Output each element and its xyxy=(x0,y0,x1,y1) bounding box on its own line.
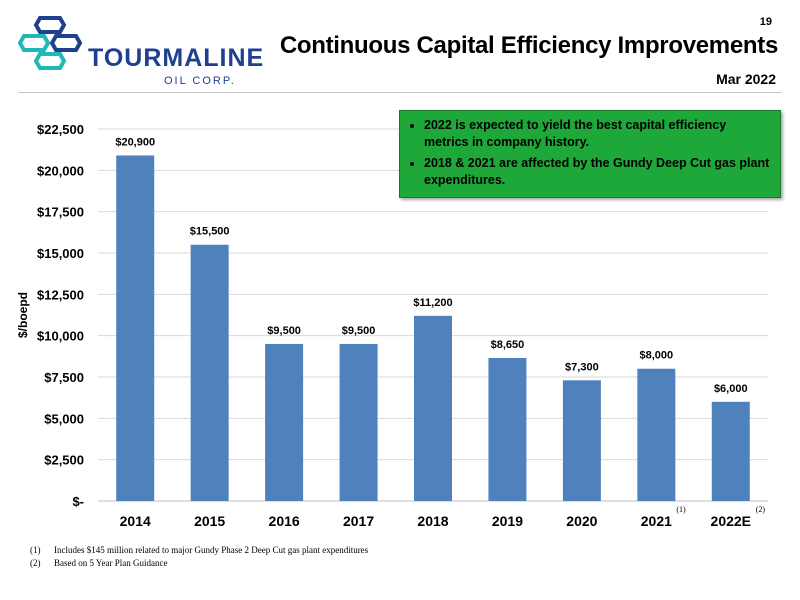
callout-list: 2022 is expected to yield the best capit… xyxy=(408,117,770,189)
x-tick-label: 2016 xyxy=(269,513,300,529)
bar xyxy=(116,155,155,501)
data-label: $20,900 xyxy=(115,136,155,148)
bar xyxy=(190,244,229,501)
y-tick-label: $17,500 xyxy=(37,205,84,220)
footnote-mark: (2) xyxy=(30,558,41,568)
bar xyxy=(339,343,378,501)
footnote-mark: (1) xyxy=(30,545,41,555)
logo-subtitle: OIL CORP. xyxy=(164,75,236,87)
bar xyxy=(414,315,452,501)
data-label: $9,500 xyxy=(342,325,376,337)
bar xyxy=(488,357,527,501)
footnote-text: Based on 5 Year Plan Guidance xyxy=(54,558,168,568)
x-tick-label: 2021 xyxy=(641,513,672,529)
footnote-text: Includes $145 million related to major G… xyxy=(54,545,369,555)
y-tick-label: $10,000 xyxy=(37,329,84,344)
x-tick-footnote-mark: (2) xyxy=(756,505,766,514)
logo-wordmark: TOURMALINE xyxy=(88,44,265,72)
callout-item: 2022 is expected to yield the best capit… xyxy=(424,117,770,151)
bar xyxy=(562,380,601,501)
x-tick-label: 2017 xyxy=(343,513,374,529)
callout-box: 2022 is expected to yield the best capit… xyxy=(399,110,781,198)
y-tick-label: $20,000 xyxy=(37,163,84,178)
footnote: (1) Includes $145 million related to majo… xyxy=(30,544,368,557)
callout-item: 2018 & 2021 are affected by the Gundy De… xyxy=(424,155,770,189)
y-tick-label: $12,500 xyxy=(37,287,84,302)
data-label: $8,650 xyxy=(491,339,525,351)
x-tick-label: 2019 xyxy=(492,513,523,529)
data-label: $9,500 xyxy=(267,325,301,337)
hexagon-logo-icon xyxy=(17,16,83,70)
x-tick-label: 2020 xyxy=(566,513,597,529)
x-tick-label: 2015 xyxy=(194,513,225,529)
y-axis-label: $/boepd xyxy=(16,292,30,338)
data-label: $6,000 xyxy=(714,383,748,395)
y-tick-label: $- xyxy=(72,494,84,509)
bar xyxy=(265,343,304,501)
footnote: (2) Based on 5 Year Plan Guidance xyxy=(30,557,368,570)
x-tick-label: 2014 xyxy=(120,513,151,529)
y-tick-label: $2,500 xyxy=(44,453,84,468)
date-label: Mar 2022 xyxy=(716,71,776,87)
bar xyxy=(711,401,750,501)
x-tick-label: 2018 xyxy=(417,513,448,529)
data-label: $7,300 xyxy=(565,361,599,373)
data-label: $11,200 xyxy=(413,297,452,309)
y-tick-label: $22,500 xyxy=(37,122,84,137)
x-tick-label: 2022E xyxy=(711,513,751,529)
y-tick-label: $7,500 xyxy=(44,370,84,385)
tourmaline-logo: TOURMALINE OIL CORP. xyxy=(17,14,263,87)
bar xyxy=(637,368,676,501)
data-label: $15,500 xyxy=(190,226,230,238)
data-label: $8,000 xyxy=(640,350,674,362)
footnotes: (1) Includes $145 million related to majo… xyxy=(30,544,368,570)
y-tick-label: $15,000 xyxy=(37,246,84,261)
header-divider xyxy=(18,92,782,93)
y-tick-label: $5,000 xyxy=(44,411,84,426)
page-number: 19 xyxy=(759,16,772,28)
x-tick-footnote-mark: (1) xyxy=(676,505,686,514)
page-title: Continuous Capital Efficiency Improvemen… xyxy=(279,32,778,59)
